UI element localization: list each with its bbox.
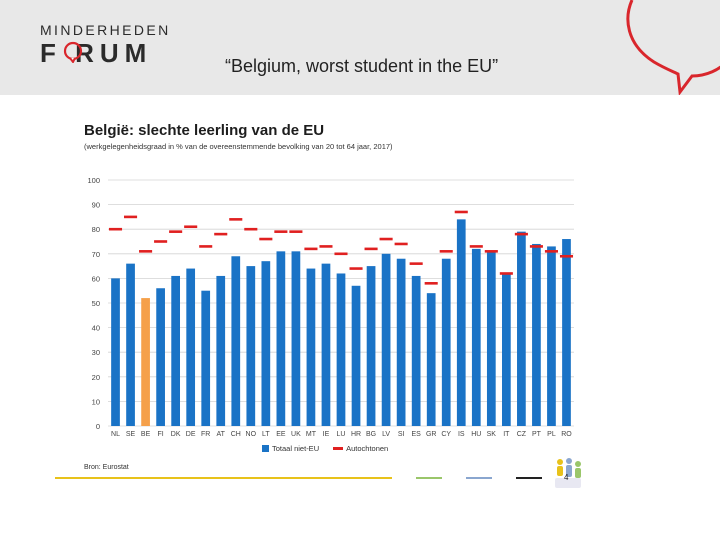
logo-bottom-text: F RUM: [40, 38, 153, 68]
bar: [156, 288, 165, 426]
bar: [291, 251, 301, 426]
logo-top-text: MINDERHEDEN: [40, 22, 171, 38]
x-tick-label: LV: [382, 431, 390, 438]
speech-bubble-logo-icon: [63, 41, 83, 63]
bar: [351, 285, 361, 426]
header-band: [0, 0, 720, 95]
x-tick-label: LT: [262, 431, 270, 438]
x-tick-label: FR: [201, 431, 210, 438]
y-tick-label: 40: [92, 324, 100, 333]
bar: [141, 298, 150, 426]
bar: [381, 253, 391, 426]
x-tick-label: LU: [337, 431, 346, 438]
y-tick-label: 20: [92, 373, 100, 382]
bar: [501, 273, 511, 426]
y-tick-label: 30: [92, 348, 100, 357]
x-tick-label: BG: [366, 431, 376, 438]
page-number: 4: [564, 473, 569, 482]
y-tick-label: 80: [92, 225, 100, 234]
bar: [306, 268, 316, 426]
x-tick-label: IT: [503, 431, 510, 438]
bar: [231, 256, 241, 426]
bar: [216, 275, 226, 426]
legend-item-bars: Totaal niet-EU: [262, 444, 319, 453]
bar: [486, 251, 496, 426]
footer-line-green: [416, 477, 442, 479]
organization-logo-icon: [555, 458, 581, 488]
x-tick-label: CY: [441, 431, 451, 438]
bar: [201, 290, 211, 426]
footer-line-yellow: [55, 477, 392, 479]
bar: [321, 263, 331, 426]
chart-title: België: slechte leerling van de EU: [84, 122, 325, 139]
footer-line-blue: [466, 477, 492, 479]
legend-bar-swatch: [262, 445, 269, 452]
legend-item-markers: Autochtonen: [333, 444, 388, 453]
bar: [126, 263, 135, 426]
x-tick-label: IS: [458, 431, 465, 438]
x-tick-label: MT: [306, 431, 317, 438]
y-tick-label: 10: [92, 397, 100, 406]
x-tick-label: SI: [398, 431, 405, 438]
bar: [396, 258, 406, 426]
footer-line-black: [516, 477, 542, 479]
bar: [111, 278, 120, 426]
x-tick-label: SK: [487, 431, 497, 438]
bar: [186, 268, 196, 426]
y-tick-label: 70: [92, 250, 100, 259]
y-tick-label: 60: [92, 274, 100, 283]
x-tick-label: BE: [141, 431, 151, 438]
bar: [411, 275, 421, 426]
x-tick-label: IE: [323, 431, 330, 438]
bar: [562, 239, 571, 426]
x-tick-label: SE: [126, 431, 136, 438]
bar: [336, 273, 346, 426]
legend-label-bars: Totaal niet-EU: [272, 444, 320, 453]
x-tick-label: EE: [276, 431, 286, 438]
legend-marker-swatch: [333, 447, 344, 450]
bar: [426, 293, 436, 426]
x-tick-label: DE: [186, 431, 196, 438]
x-tick-label: NL: [111, 431, 120, 438]
chart-subtitle: (werkgelegenheidsgraad in % van de overe…: [84, 142, 393, 151]
y-tick-label: 100: [87, 176, 100, 185]
bar: [171, 275, 181, 426]
bar: [471, 248, 481, 426]
bar: [261, 261, 271, 426]
x-tick-label: UK: [291, 431, 301, 438]
x-tick-label: ES: [411, 431, 421, 438]
y-tick-label: 90: [92, 201, 100, 210]
x-tick-label: AT: [217, 431, 226, 438]
x-tick-label: CZ: [517, 431, 527, 438]
bar: [366, 266, 376, 426]
bar: [456, 219, 466, 426]
bar: [547, 246, 556, 426]
speech-bubble-deco-icon: [626, 0, 720, 95]
bar: [246, 266, 256, 426]
x-tick-label: PL: [547, 431, 556, 438]
chart-legend: Totaal niet-EU Autochtonen: [262, 444, 396, 453]
bar: [532, 243, 541, 426]
x-tick-label: HR: [351, 431, 361, 438]
bar: [517, 231, 526, 426]
legend-label-markers: Autochtonen: [346, 444, 389, 453]
x-tick-label: RO: [561, 431, 572, 438]
x-tick-label: GR: [426, 431, 437, 438]
x-tick-label: CH: [231, 431, 241, 438]
x-tick-label: PT: [532, 431, 542, 438]
bar: [276, 251, 286, 426]
y-tick-label: 0: [96, 422, 100, 431]
x-tick-label: FI: [157, 431, 163, 438]
y-tick-label: 50: [92, 299, 100, 308]
bar: [441, 258, 451, 426]
x-tick-label: DK: [171, 431, 181, 438]
source-note: Bron: Eurostat: [84, 464, 129, 471]
x-tick-label: HU: [471, 431, 481, 438]
x-tick-label: NO: [246, 431, 257, 438]
slide-title: “Belgium, worst student in the EU”: [225, 56, 499, 76]
